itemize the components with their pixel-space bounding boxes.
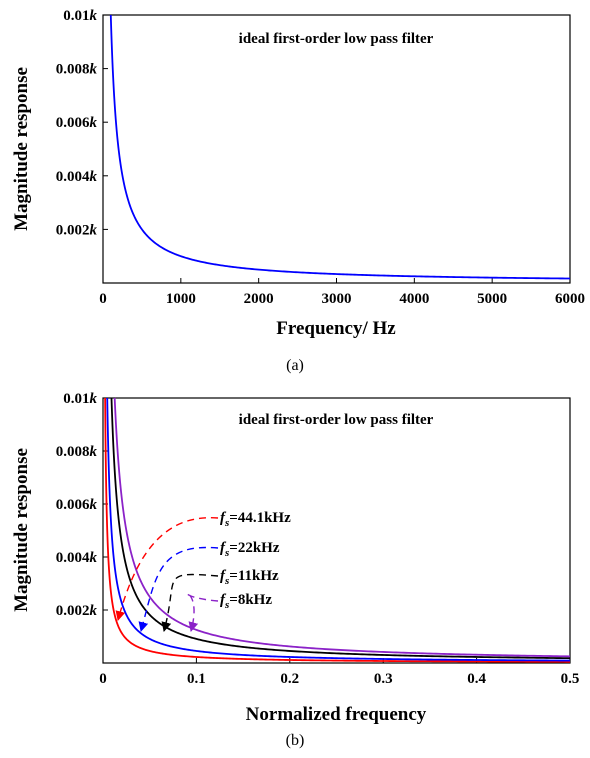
series-line-1 xyxy=(109,14,571,280)
annotation-arrow-3 xyxy=(161,573,219,632)
y-tick-label: 0.004k xyxy=(56,169,98,185)
y-axis-title-a: Magnitude response xyxy=(11,67,32,231)
panel-caption-b: (b) xyxy=(286,732,305,749)
y-tick-group-a: 0.002k 0.004k 0.006k 0.008k 0.01k xyxy=(56,8,108,238)
x-tick-label: 2000 xyxy=(244,291,274,307)
y-tick-group-b: 0.002k 0.004k 0.006k 0.008k 0.01k xyxy=(56,391,108,619)
x-tick-label: 0.5 xyxy=(561,671,580,687)
annotation-arrow-1 xyxy=(115,517,219,621)
annotation-group-b: fs=44.1kHz fs=22kHz fs=11kHz fs=8kHz xyxy=(115,510,291,632)
annotation-label-1: fs=44.1kHz xyxy=(220,510,291,529)
y-tick-label: 0.002k xyxy=(56,603,98,619)
plot-title-b: ideal first-order low pass filter xyxy=(239,412,434,428)
annotation-label-4: fs=8kHz xyxy=(220,592,272,611)
series-group-a xyxy=(109,14,571,280)
annotation-arrow-2 xyxy=(138,546,219,632)
x-tick-label: 0 xyxy=(99,671,107,687)
y-tick-label: 0.008k xyxy=(56,444,98,460)
plot-title-a: ideal first-order low pass filter xyxy=(239,31,434,47)
y-tick-label: 0.006k xyxy=(56,115,98,131)
y-tick-label: 0.01k xyxy=(63,8,97,24)
annotation-arrow-4 xyxy=(186,592,219,632)
y-tick-label: 0.008k xyxy=(56,62,98,78)
annotation-label-3: fs=11kHz xyxy=(220,568,279,587)
x-tick-label: 6000 xyxy=(555,291,585,307)
series-group-b xyxy=(104,397,571,663)
y-axis-title-b: Magnitude response xyxy=(11,448,32,612)
x-tick-label: 0.1 xyxy=(187,671,206,687)
y-tick-label: 0.01k xyxy=(63,391,97,407)
x-tick-group-a: 0 1000 2000 3000 4000 5000 6000 xyxy=(99,278,585,307)
x-tick-label: 5000 xyxy=(477,291,507,307)
annotation-label-2: fs=22kHz xyxy=(220,540,280,559)
x-axis-title-b: Normalized frequency xyxy=(246,704,427,725)
x-tick-label: 0 xyxy=(99,291,107,307)
series-line-2 xyxy=(106,398,571,662)
y-tick-label: 0.002k xyxy=(56,222,98,238)
x-tick-group-b: 0 0.1 0.2 0.3 0.4 0.5 xyxy=(99,658,579,687)
plot-frame-a xyxy=(102,14,571,284)
x-tick-label: 3000 xyxy=(322,291,352,307)
x-tick-label: 0.3 xyxy=(374,671,393,687)
y-tick-label: 0.006k xyxy=(56,497,98,513)
x-tick-label: 4000 xyxy=(399,291,429,307)
series-line-4 xyxy=(113,397,571,658)
x-axis-title-a: Frequency/ Hz xyxy=(276,318,396,339)
panel-a: 0 1000 2000 3000 4000 5000 6000 0.002k0.004k0.… xyxy=(11,8,585,374)
series-line-1 xyxy=(104,398,571,663)
x-tick-label: 0.4 xyxy=(467,671,486,687)
panel-b: 0 0.1 0.2 0.3 0.4 0.5 0.002k 0.004k 0.006k 0.008… xyxy=(11,391,579,749)
x-tick-label: 0.2 xyxy=(280,671,299,687)
y-tick-label: 0.004k xyxy=(56,550,98,566)
x-tick-label: 1000 xyxy=(166,291,196,307)
series-line-3 xyxy=(110,398,571,660)
plot-frame-b xyxy=(102,397,571,664)
panel-caption-a: (a) xyxy=(286,357,304,374)
